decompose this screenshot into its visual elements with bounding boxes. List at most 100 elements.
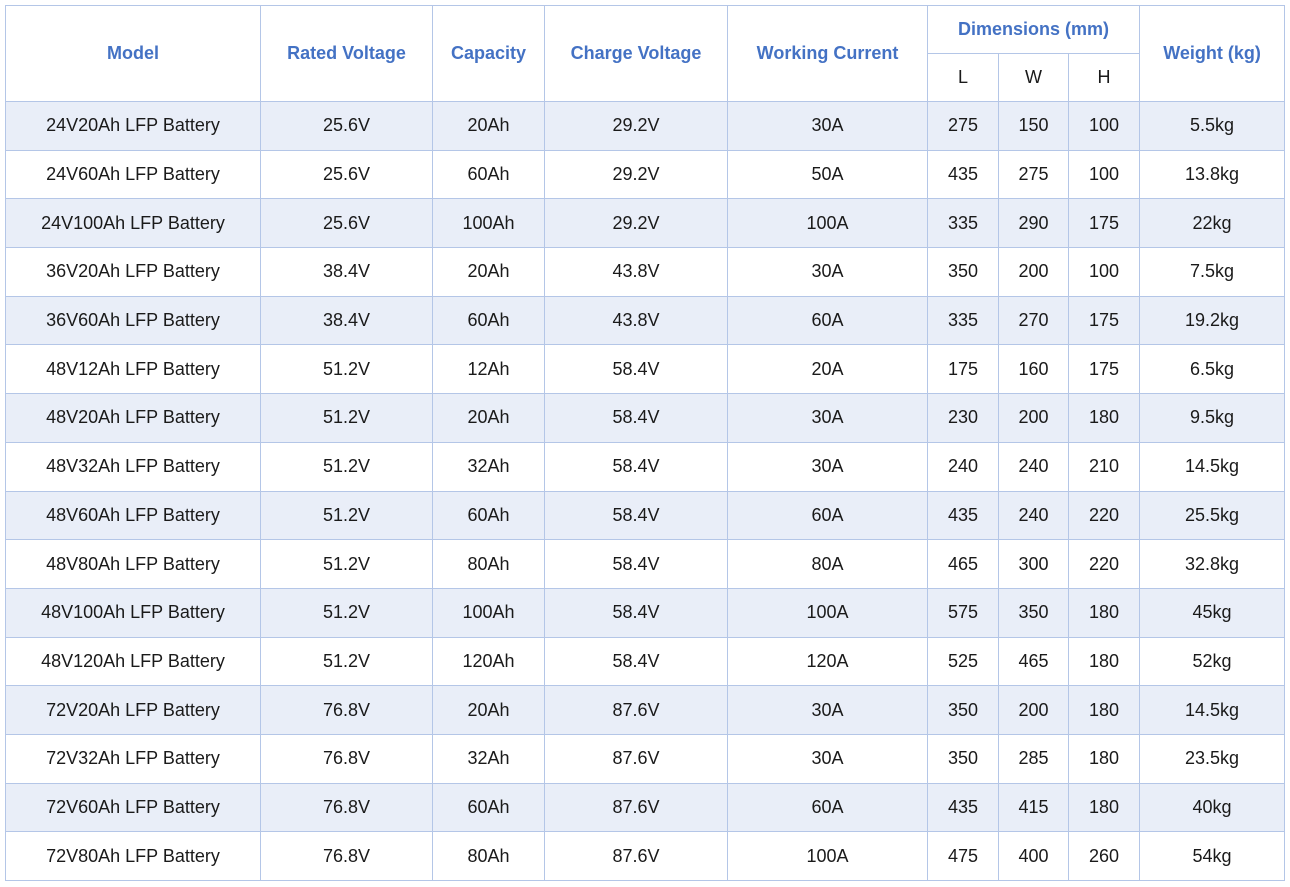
table-cell: 300 [998,539,1069,589]
table-cell: 150 [998,101,1069,151]
table-cell: 60A [727,295,928,346]
table-cell: 80Ah [432,539,545,589]
table-cell: 335 [927,295,999,346]
table-cell: 38.4V [260,295,433,346]
table-cell: 72V60Ah LFP Battery [5,782,261,833]
table-cell: 48V100Ah LFP Battery [5,587,261,638]
table-cell: 24V20Ah LFP Battery [5,101,261,151]
table-cell: 60A [727,490,928,541]
table-cell: 58.4V [544,636,728,687]
table-cell: 87.6V [544,831,728,881]
table-cell: 30A [727,247,928,297]
table-row: 24V60Ah LFP Battery 25.6V 60Ah 29.2V 50A 435 2… [5,149,1286,200]
table-cell: 175 [1067,198,1141,249]
table-cell: 51.2V [260,344,433,395]
table-cell: 20Ah [432,101,545,151]
table-cell: 30A [727,101,928,151]
table-cell: 6.5kg [1139,344,1286,395]
table-cell: 60Ah [432,295,545,346]
table-cell: 48V12Ah LFP Battery [5,344,261,395]
table-cell: 76.8V [260,782,433,833]
table-cell: 465 [998,636,1069,687]
table-cell: 180 [1067,733,1141,784]
table-cell: 525 [927,636,999,687]
table-cell: 32Ah [432,441,545,492]
table-cell: 230 [927,393,999,443]
table-cell: 60Ah [432,782,545,833]
table-cell: 72V80Ah LFP Battery [5,831,261,881]
table-cell: 60Ah [432,149,545,200]
table-row: 48V100Ah LFP Battery 51.2V 100Ah 58.4V 100A 5… [5,587,1286,638]
table-cell: 60Ah [432,490,545,541]
table-cell: 76.8V [260,685,433,735]
table-cell: 72V20Ah LFP Battery [5,685,261,735]
table-cell: 52kg [1139,636,1286,687]
table-cell: 20Ah [432,685,545,735]
sub-column-header: H [1067,53,1141,102]
table-cell: 87.6V [544,685,728,735]
table-cell: 270 [998,295,1069,346]
table-cell: 180 [1067,636,1141,687]
table-cell: 48V32Ah LFP Battery [5,441,261,492]
table-cell: 58.4V [544,490,728,541]
table-cell: 45kg [1139,587,1286,638]
table-cell: 29.2V [544,198,728,249]
table-cell: 120Ah [432,636,545,687]
table-cell: 200 [998,247,1069,297]
table-cell: 40kg [1139,782,1286,833]
table-row: 48V12Ah LFP Battery 51.2V 12Ah 58.4V 20A 175 1… [5,344,1286,395]
table-row: 36V20Ah LFP Battery 38.4V 20Ah 43.8V 30A 350 2… [5,247,1286,297]
table-cell: 58.4V [544,587,728,638]
table-cell: 465 [927,539,999,589]
column-header: Charge Voltage [544,5,728,102]
table-cell: 58.4V [544,393,728,443]
table-cell: 350 [927,247,999,297]
table-cell: 29.2V [544,149,728,200]
table-cell: 20A [727,344,928,395]
table-row: 36V60Ah LFP Battery 38.4V 60Ah 43.8V 60A 335 2… [5,295,1286,346]
column-header: Weight (kg) [1139,5,1286,102]
table-cell: 48V20Ah LFP Battery [5,393,261,443]
table-cell: 76.8V [260,831,433,881]
table-row: 72V20Ah LFP Battery 76.8V 20Ah 87.6V 30A 350 2… [5,685,1286,735]
table-cell: 54kg [1139,831,1286,881]
table-cell: 51.2V [260,393,433,443]
table-cell: 100 [1067,101,1141,151]
table-cell: 13.8kg [1139,149,1286,200]
table-cell: 100A [727,831,928,881]
table-cell: 335 [927,198,999,249]
table-cell: 180 [1067,685,1141,735]
table-cell: 19.2kg [1139,295,1286,346]
table-cell: 24V60Ah LFP Battery [5,149,261,200]
table-cell: 25.6V [260,101,433,151]
table-cell: 87.6V [544,733,728,784]
table-cell: 76.8V [260,733,433,784]
table-cell: 80A [727,539,928,589]
table-cell: 240 [998,441,1069,492]
table-cell: 350 [927,733,999,784]
table-cell: 43.8V [544,295,728,346]
table-cell: 7.5kg [1139,247,1286,297]
table-cell: 14.5kg [1139,685,1286,735]
table-cell: 100Ah [432,587,545,638]
table-cell: 36V20Ah LFP Battery [5,247,261,297]
table-cell: 51.2V [260,441,433,492]
table-cell: 58.4V [544,539,728,589]
table-cell: 25.5kg [1139,490,1286,541]
table-row: 48V20Ah LFP Battery 51.2V 20Ah 58.4V 30A 230 2… [5,393,1286,443]
table-cell: 30A [727,733,928,784]
table-cell: 51.2V [260,490,433,541]
column-header: Capacity [432,5,545,102]
table-cell: 32.8kg [1139,539,1286,589]
table-cell: 25.6V [260,149,433,200]
table-cell: 100A [727,587,928,638]
table-cell: 575 [927,587,999,638]
table-cell: 220 [1067,490,1141,541]
table-cell: 400 [998,831,1069,881]
table-row: 48V80Ah LFP Battery 51.2V 80Ah 58.4V 80A 465 3… [5,539,1286,589]
table-cell: 20Ah [432,247,545,297]
table-cell: 30A [727,393,928,443]
table-cell: 240 [998,490,1069,541]
table-cell: 240 [927,441,999,492]
table-cell: 180 [1067,782,1141,833]
